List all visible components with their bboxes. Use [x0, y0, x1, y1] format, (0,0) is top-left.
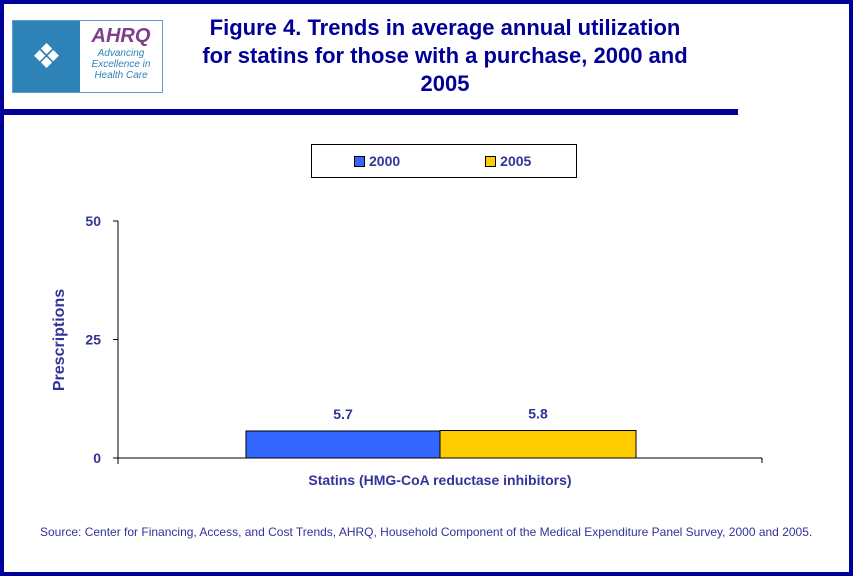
ahrq-logo: ❖ AHRQ Advancing Excellence in Health Ca… — [12, 20, 163, 93]
data-label-2000: 5.7 — [333, 406, 353, 422]
legend-label: 2005 — [500, 153, 532, 169]
legend-item-2005: 2005 — [485, 153, 531, 169]
y-tick-label: 50 — [85, 213, 101, 229]
chart-title: Figure 4. Trends in average annual utili… — [202, 15, 688, 96]
hhs-eagle-icon: ❖ — [13, 21, 80, 92]
legend: 2000 2005 — [311, 144, 577, 178]
x-category-label: Statins (HMG-CoA reductase inhibitors) — [308, 472, 571, 488]
logo-brand: AHRQ — [91, 25, 151, 47]
source-note: Source: Center for Financing, Access, an… — [40, 525, 813, 539]
y-tick-label: 25 — [85, 332, 101, 348]
data-label-2005: 5.8 — [528, 406, 548, 422]
y-tick-label: 0 — [93, 450, 101, 466]
legend-swatch-2005 — [485, 155, 497, 167]
bar-2000 — [245, 430, 441, 459]
legend-item-2000: 2000 — [354, 153, 400, 169]
title-divider — [4, 109, 738, 115]
legend-swatch-2000 — [354, 155, 365, 167]
legend-label: 2000 — [369, 153, 401, 169]
logo-tagline: Advancing Excellence in Health Care — [91, 48, 151, 81]
bar-2005 — [439, 430, 637, 459]
y-axis-title: Prescriptions — [51, 289, 68, 391]
